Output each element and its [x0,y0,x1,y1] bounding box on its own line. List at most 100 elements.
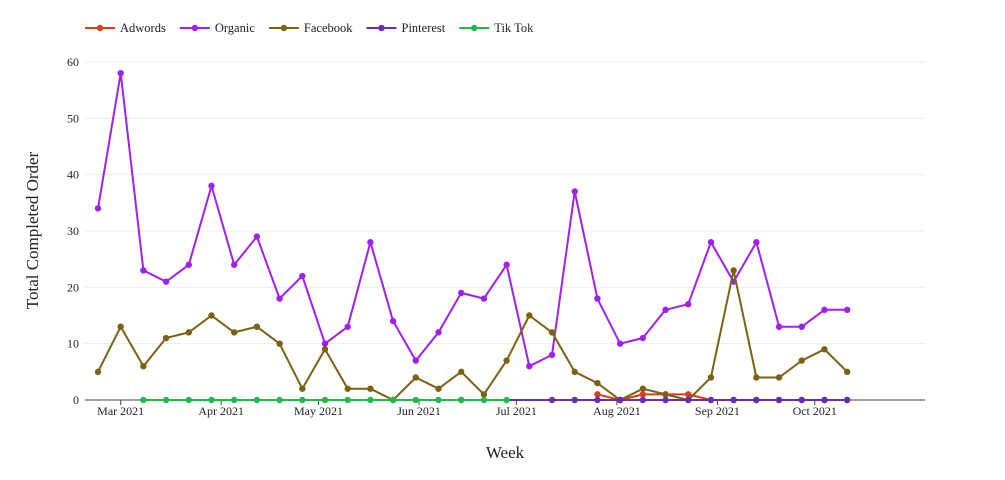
legend-item-facebook[interactable]: Facebook [268,21,353,35]
data-point-pinterest[interactable] [571,396,578,404]
data-point-pinterest[interactable] [753,396,760,404]
data-point-organic[interactable] [344,323,351,330]
data-point-facebook[interactable] [344,385,351,392]
data-point-facebook[interactable] [798,357,805,364]
data-point-facebook[interactable] [321,346,329,353]
data-point-facebook[interactable] [458,368,465,376]
data-point-organic[interactable] [185,261,192,268]
legend-item-adwords[interactable]: Adwords [85,21,166,35]
data-point-pinterest[interactable] [843,396,851,404]
data-point-facebook[interactable] [253,323,261,330]
data-point-tik-tok[interactable] [321,396,329,404]
data-point-adwords[interactable] [639,391,647,398]
data-point-facebook[interactable] [639,385,647,392]
data-point-facebook[interactable] [94,368,102,376]
data-point-organic[interactable] [594,295,601,302]
data-point-tik-tok[interactable] [230,396,238,404]
data-point-organic[interactable] [299,272,306,280]
data-point-tik-tok[interactable] [435,396,442,404]
data-point-organic[interactable] [503,261,510,268]
data-point-tik-tok[interactable] [185,396,192,404]
data-point-pinterest[interactable] [639,396,647,404]
data-point-organic[interactable] [140,267,147,274]
data-point-facebook[interactable] [435,385,442,392]
data-point-organic[interactable] [707,239,715,246]
legend-item-pinterest[interactable]: Pinterest [366,21,446,35]
data-point-organic[interactable] [821,306,828,314]
data-point-organic[interactable] [526,362,533,370]
data-point-facebook[interactable] [594,379,601,387]
data-point-facebook[interactable] [162,334,170,342]
data-point-organic[interactable] [435,329,442,336]
data-point-facebook[interactable] [140,362,147,370]
data-point-pinterest[interactable] [821,396,828,404]
data-point-organic[interactable] [94,205,102,212]
data-point-facebook[interactable] [753,374,760,381]
data-point-tik-tok[interactable] [367,396,374,404]
data-point-pinterest[interactable] [707,396,715,404]
data-point-organic[interactable] [458,289,465,297]
data-point-organic[interactable] [480,295,488,302]
data-point-pinterest[interactable] [775,396,783,404]
data-point-pinterest[interactable] [548,396,556,404]
data-point-tik-tok[interactable] [208,396,215,404]
data-point-organic[interactable] [639,334,647,342]
data-point-facebook[interactable] [843,368,851,376]
data-point-organic[interactable] [162,278,170,285]
data-point-organic[interactable] [753,239,760,246]
data-point-facebook[interactable] [503,357,510,364]
data-point-facebook[interactable] [117,323,124,330]
data-point-organic[interactable] [367,239,374,246]
data-point-pinterest[interactable] [685,396,692,404]
data-point-facebook[interactable] [662,391,669,398]
data-point-pinterest[interactable] [662,396,669,404]
data-point-facebook[interactable] [230,329,238,336]
data-point-facebook[interactable] [412,374,420,381]
data-point-pinterest[interactable] [798,396,805,404]
data-point-tik-tok[interactable] [480,396,488,404]
data-point-tik-tok[interactable] [162,396,170,404]
data-point-organic[interactable] [685,301,692,308]
data-point-facebook[interactable] [367,385,374,392]
data-point-organic[interactable] [208,182,215,190]
data-point-facebook[interactable] [821,346,828,353]
data-point-organic[interactable] [662,306,669,314]
data-point-organic[interactable] [412,357,420,364]
data-point-facebook[interactable] [208,312,215,319]
data-point-pinterest[interactable] [616,396,624,404]
data-point-tik-tok[interactable] [412,396,420,404]
data-point-tik-tok[interactable] [140,396,147,404]
data-point-adwords[interactable] [594,391,601,398]
data-point-facebook[interactable] [707,374,715,381]
data-point-facebook[interactable] [526,312,533,319]
data-point-facebook[interactable] [276,340,283,347]
data-point-organic[interactable] [389,317,397,325]
data-point-organic[interactable] [253,233,261,240]
data-point-pinterest[interactable] [730,396,737,404]
data-point-tik-tok[interactable] [299,396,306,404]
data-point-organic[interactable] [843,306,851,314]
data-point-tik-tok[interactable] [389,396,397,404]
data-point-tik-tok[interactable] [503,396,510,404]
data-point-pinterest[interactable] [594,396,601,404]
data-point-organic[interactable] [548,351,556,359]
data-point-facebook[interactable] [185,329,192,336]
data-point-tik-tok[interactable] [253,396,261,404]
data-point-facebook[interactable] [299,385,306,392]
data-point-organic[interactable] [571,188,578,195]
data-point-organic[interactable] [117,69,124,77]
data-point-facebook[interactable] [571,368,578,376]
data-point-facebook[interactable] [730,267,737,274]
data-point-adwords[interactable] [685,391,692,398]
data-point-organic[interactable] [230,261,238,268]
data-point-organic[interactable] [798,323,805,330]
data-point-tik-tok[interactable] [276,396,283,404]
data-point-organic[interactable] [276,295,283,302]
data-point-organic[interactable] [775,323,783,330]
data-point-facebook[interactable] [775,374,783,381]
data-point-tik-tok[interactable] [458,396,465,404]
data-point-organic[interactable] [616,340,624,347]
legend-item-tik-tok[interactable]: Tik Tok [459,21,534,35]
data-point-facebook[interactable] [548,329,556,336]
data-point-organic[interactable] [321,340,329,347]
